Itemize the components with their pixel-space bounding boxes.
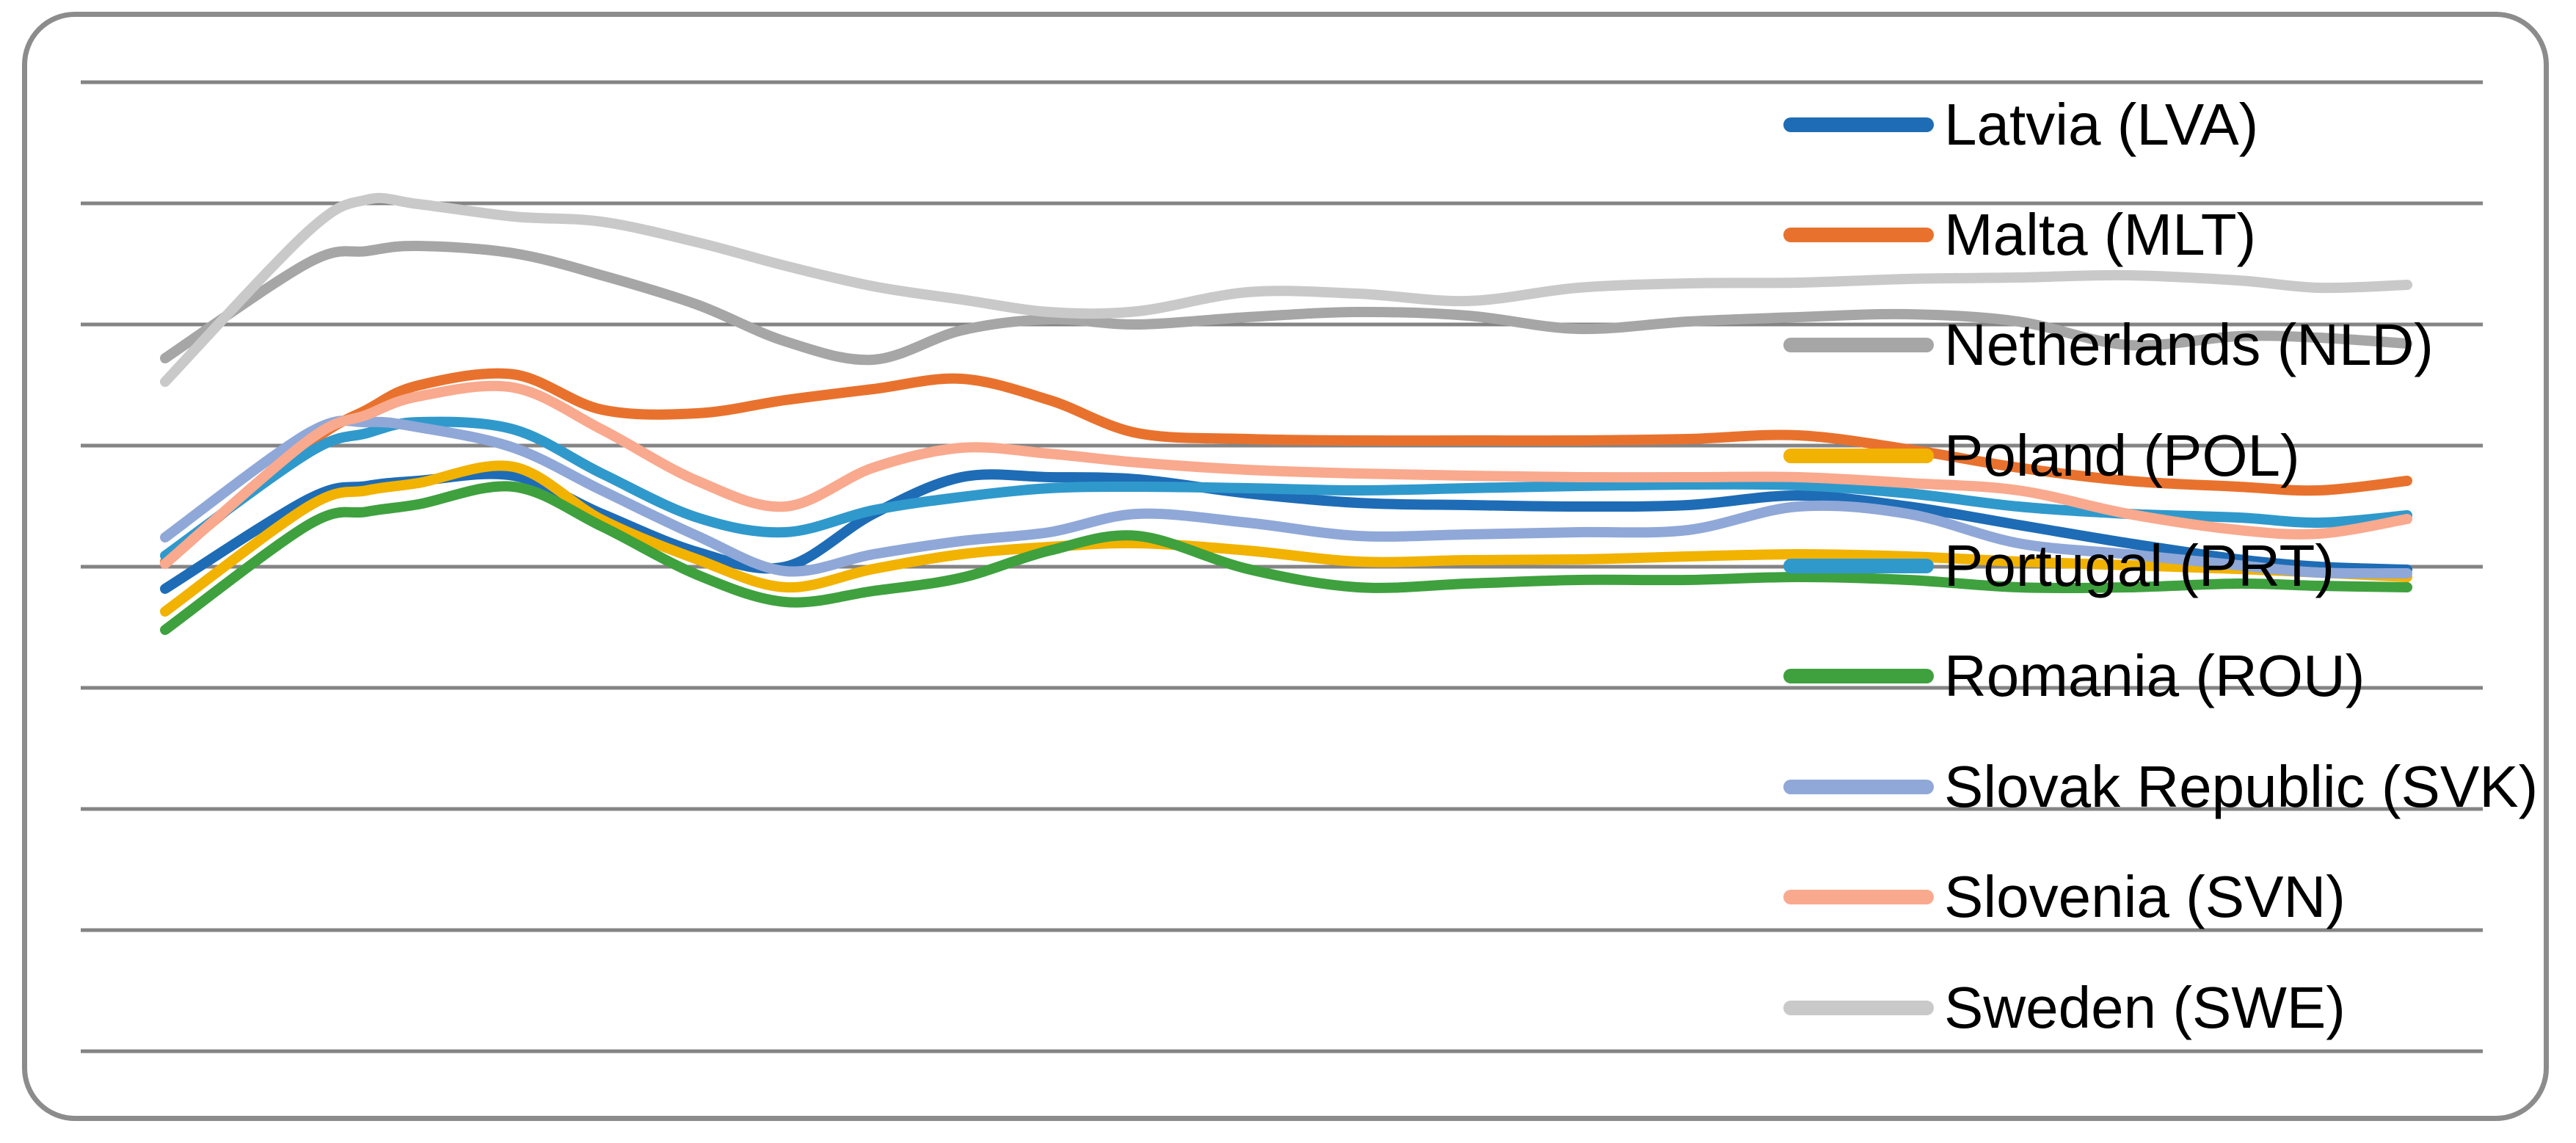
series-line-svn (160, 380, 2412, 569)
series-lines (160, 192, 2412, 635)
series-line-mlt (160, 368, 2412, 567)
series-line-swe (160, 192, 2412, 387)
chart-border-frame (22, 12, 2549, 1121)
series-line-prt (160, 416, 2412, 561)
series-line-pol (160, 460, 2412, 617)
series-line-nld (160, 240, 2412, 366)
series-line-svk (160, 416, 2412, 579)
series-line-rou (160, 481, 2412, 635)
